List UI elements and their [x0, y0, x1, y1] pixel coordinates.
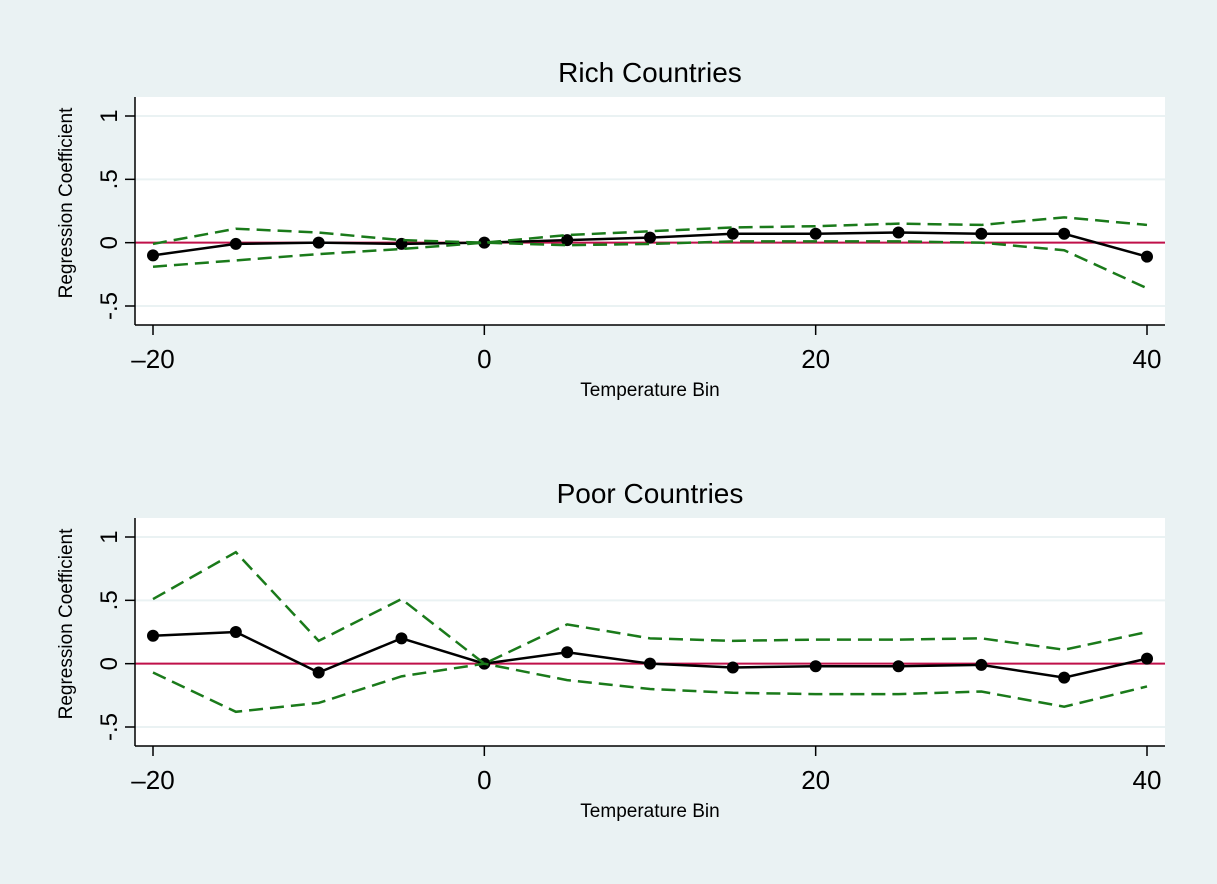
x-tick-label: 20 — [801, 765, 830, 795]
plot-area — [135, 518, 1165, 746]
data-point — [478, 236, 491, 249]
data-point — [395, 632, 408, 645]
x-tick-label: –20 — [131, 344, 174, 374]
y-tick-label: 0 — [96, 657, 123, 670]
y-tick-label: .5 — [96, 169, 123, 189]
x-tick-label: –20 — [131, 765, 174, 795]
data-point — [644, 231, 656, 244]
data-point — [147, 629, 159, 642]
data-point — [561, 234, 574, 247]
data-point — [1058, 227, 1071, 240]
data-point — [892, 226, 905, 239]
data-point — [892, 660, 905, 673]
data-point — [312, 666, 325, 679]
x-tick-label: 40 — [1133, 765, 1162, 795]
panel-rich-countries: -.5 0 .5 1 –20 0 20 40 Temperature Bin Regression… — [56, 57, 1165, 401]
upper-ci-line — [152, 550, 1148, 666]
data-point — [229, 626, 242, 638]
panel-poor-countries: -.5 0 .5 1 –20 0 20 40 Temperature Bin Regression… — [56, 478, 1165, 822]
data-point — [229, 237, 242, 250]
chart-title: Poor Countries — [557, 478, 744, 509]
x-tick-label: 0 — [477, 765, 491, 795]
plot-area — [135, 97, 1165, 325]
data-point — [1141, 250, 1153, 263]
chart-title: Rich Countries — [558, 57, 742, 88]
upper-ci-line — [152, 216, 1148, 246]
y-tick-label: -.5 — [96, 713, 123, 741]
x-axis-label: Temperature Bin — [580, 801, 719, 822]
x-tick-label: 40 — [1133, 344, 1162, 374]
y-axis-label: Regression Coefficient — [56, 528, 77, 720]
y-tick-label: -.5 — [96, 292, 123, 320]
x-tick-label: 0 — [477, 344, 491, 374]
y-tick-label: 1 — [96, 530, 123, 543]
data-point — [726, 227, 739, 240]
data-point — [1141, 652, 1153, 665]
x-tick-label: 20 — [801, 344, 830, 374]
y-axis-label: Regression Coefficient — [56, 107, 77, 299]
data-point — [726, 661, 739, 674]
data-point — [975, 658, 988, 671]
data-point — [312, 236, 325, 249]
x-axis-label: Temperature Bin — [580, 380, 719, 401]
y-tick-label: .5 — [96, 590, 123, 610]
lower-ci-line — [152, 240, 1148, 290]
data-point — [1058, 671, 1071, 684]
y-tick-label: 0 — [96, 236, 123, 249]
data-point — [809, 660, 822, 673]
data-point — [561, 646, 574, 659]
y-tick-label: 1 — [96, 109, 123, 122]
data-point — [644, 657, 656, 670]
lower-ci-line — [152, 662, 1148, 714]
data-point — [147, 249, 159, 262]
data-point — [809, 227, 822, 240]
data-point — [975, 227, 988, 240]
